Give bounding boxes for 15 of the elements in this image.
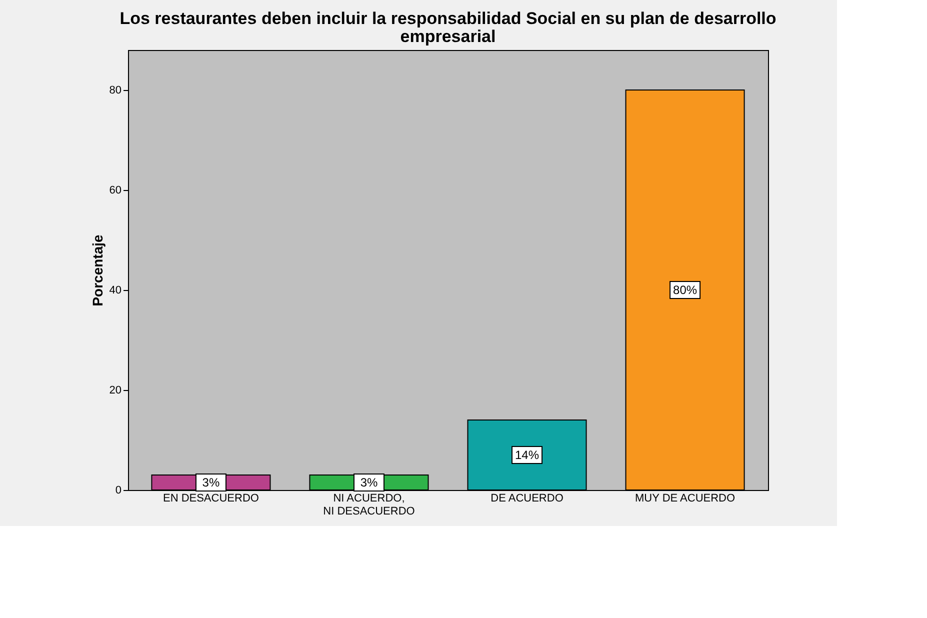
x-tick-label: EN DESACUERDO [162, 492, 260, 504]
data-label: 3% [202, 476, 220, 490]
y-tick-label: 0 [115, 484, 122, 496]
y-axis-title: Porcentaje [89, 234, 106, 306]
y-tick-label: 80 [109, 84, 122, 96]
y-tick-label: 60 [109, 184, 122, 196]
data-label: 80% [673, 283, 698, 297]
x-tick-label: MUY DE ACUERDO [635, 492, 736, 504]
y-tick-label: 40 [109, 284, 122, 296]
chart-title: Los restaurantes deben incluir la responsabilidad Social en su plan de desarrollo empresarial [120, 9, 776, 46]
data-label: 14% [514, 448, 540, 462]
x-tick-label: DE ACUERDO [490, 492, 564, 504]
y-tick-label: 20 [109, 384, 122, 396]
data-label: 3% [360, 476, 378, 490]
x-tick-label: NI ACUERDO, NI DESACUERDO [323, 492, 416, 518]
